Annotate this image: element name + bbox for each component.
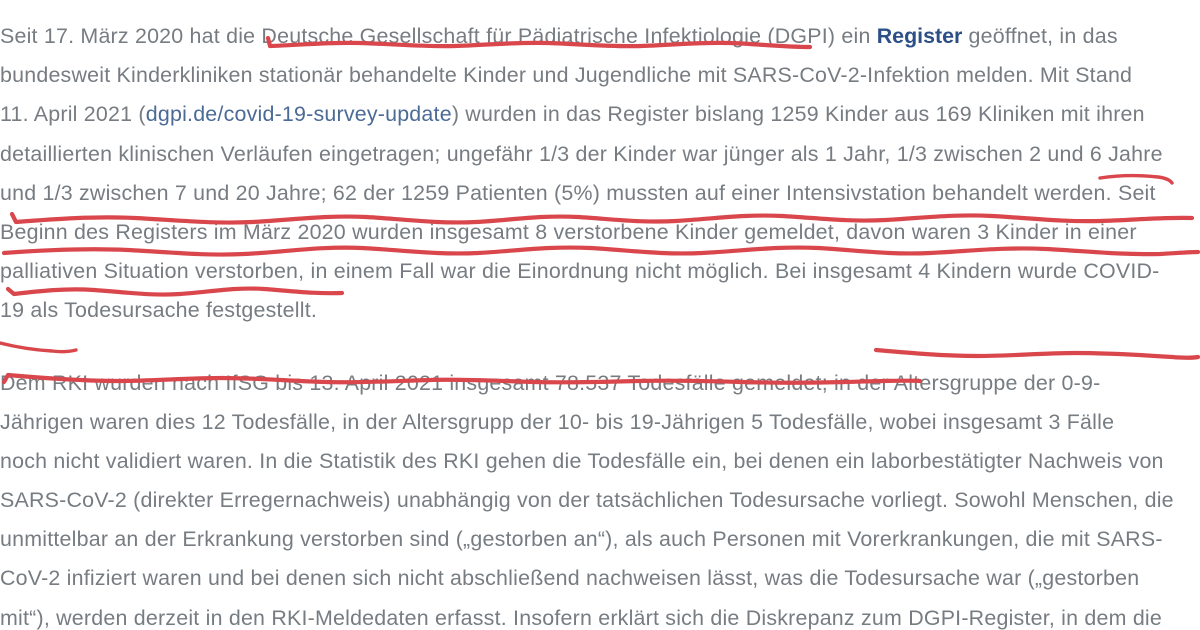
text-run: palliativen Situation verstorben, in ein… <box>0 259 1160 284</box>
text-run: unmittelbar an der Erkrankung verstorben… <box>0 527 1163 552</box>
text-run: detaillierten klinischen Verläufen einge… <box>0 141 1163 166</box>
text-run: CoV-2 infiziert waren und bei denen sich… <box>0 566 1140 591</box>
hyperlink[interactable]: Register <box>876 24 963 48</box>
text-run: Seit 17. März 2020 hat die Deutsche Gese… <box>0 24 877 48</box>
text-line: bundesweit Kinderkliniken stationär beha… <box>0 56 1200 95</box>
text-line: und 1/3 zwischen 7 und 20 Jahre; 62 der … <box>0 174 1200 213</box>
text-line: 11. April 2021 (dgpi.de/covid-19-survey-… <box>0 95 1200 134</box>
text-line: 19 als Todesursache festgestellt. <box>0 291 1200 330</box>
text-line: Beginn des Registers im März 2020 wurden… <box>0 213 1200 252</box>
text-line: SARS-CoV-2 (direkter Erregernachweis) un… <box>0 481 1200 520</box>
hyperlink[interactable]: dgpi.de/covid-19-survey-update <box>145 102 452 127</box>
text-line: palliativen Situation verstorben, in ein… <box>0 252 1200 291</box>
text-run: mit“), werden derzeit in den RKI-Meldeda… <box>0 605 1163 630</box>
text-run: Jährigen waren dies 12 Todesfälle, in de… <box>0 409 1115 434</box>
text-run: ) wurden in das Register bislang 1259 Ki… <box>451 102 1145 127</box>
text-line: noch nicht validiert waren. In die Stati… <box>0 442 1200 481</box>
text-run: Beginn des Registers im März 2020 wurden… <box>0 219 1137 244</box>
paragraph-rki-todesfaelle: Dem RKI wurden nach IfSG bis 13. April 2… <box>0 364 1200 630</box>
text-line: Jährigen waren dies 12 Todesfälle, in de… <box>0 403 1200 442</box>
text-line: mit“), werden derzeit in den RKI-Meldeda… <box>0 599 1200 630</box>
text-run: geöffnet, in das <box>962 24 1118 48</box>
text-run: bundesweit Kinderkliniken stationär beha… <box>0 63 1133 88</box>
text-run: Dem RKI wurden nach IfSG bis 13. April 2… <box>0 370 1101 395</box>
text-line: Dem RKI wurden nach IfSG bis 13. April 2… <box>0 364 1200 403</box>
text-run: 19 als Todesursache festgestellt. <box>0 298 318 323</box>
text-run: SARS-CoV-2 (direkter Erregernachweis) un… <box>0 488 1174 513</box>
text-line: detaillierten klinischen Verläufen einge… <box>0 135 1200 174</box>
paragraph-dgpi-register: Seit 17. März 2020 hat die Deutsche Gese… <box>0 17 1200 331</box>
text-line: Seit 17. März 2020 hat die Deutsche Gese… <box>0 17 1200 56</box>
text-run: und 1/3 zwischen 7 und 20 Jahre; 62 der … <box>0 180 1156 205</box>
text-run: 11. April 2021 ( <box>0 102 146 127</box>
text-line: unmittelbar an der Erkrankung verstorben… <box>0 520 1200 559</box>
text-run: noch nicht validiert waren. In die Stati… <box>0 448 1164 473</box>
text-line: CoV-2 infiziert waren und bei denen sich… <box>0 559 1200 598</box>
